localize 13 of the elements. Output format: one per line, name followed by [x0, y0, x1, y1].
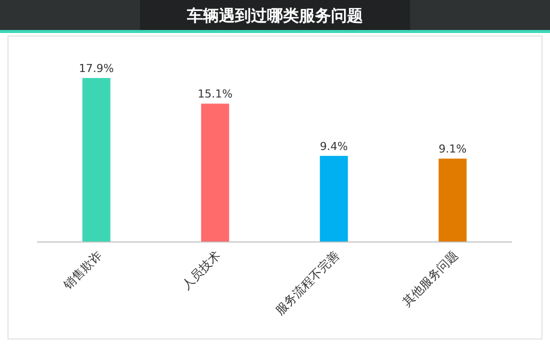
x-tick-label: 其他服务问题 — [400, 248, 461, 310]
data-label: 15.1% — [198, 88, 233, 101]
bar — [438, 158, 467, 242]
bar — [320, 156, 348, 242]
data-label: 9.1% — [438, 142, 467, 156]
bar — [201, 104, 230, 242]
data-label: 17.9% — [78, 62, 114, 75]
x-tick-label: 服务流程不完善 — [272, 248, 342, 318]
x-tick-label: 销售欺诈 — [60, 248, 104, 293]
chart-title: 车辆遇到过哪类服务问题 — [186, 6, 363, 25]
bar — [82, 78, 110, 242]
data-label: 9.4% — [320, 140, 348, 153]
x-tick-label: 人员技术 — [179, 248, 224, 292]
